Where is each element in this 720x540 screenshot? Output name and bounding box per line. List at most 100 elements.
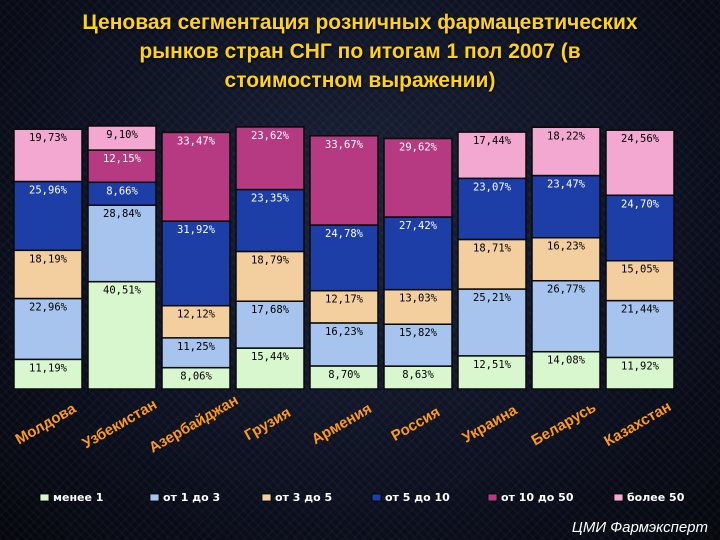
bar-segment-от-3-до-5 [235, 250, 305, 302]
data-label: 19,73% [29, 132, 68, 144]
legend-item: более 50 [613, 491, 685, 504]
legend-item: от 3 до 5 [261, 491, 332, 504]
bar-segment-от-5-до-10 [457, 177, 527, 241]
data-label: 25,96% [29, 185, 68, 197]
data-label: 26,77% [547, 284, 586, 296]
bar-segment-от-1-до-3 [161, 337, 231, 369]
data-label: 27,42% [399, 220, 438, 232]
data-label: 25,21% [473, 292, 512, 304]
legend-swatch [149, 493, 160, 502]
data-label: 18,22% [547, 130, 586, 142]
legend-label: более 50 [627, 491, 685, 504]
data-label: 8,63% [402, 369, 434, 381]
bar-segment-от-1-до-3 [235, 300, 305, 349]
data-label: 14,08% [547, 355, 586, 367]
legend-item: от 1 до 3 [149, 491, 220, 504]
x-tick-label: Грузия [242, 404, 294, 444]
bar-segment-от-3-до-5 [309, 289, 379, 324]
legend-item: менее 1 [39, 491, 103, 504]
bar-segment-от-5-до-10 [161, 220, 231, 307]
bar-segment-от-3-до-5 [161, 304, 231, 339]
bar-segment-от-10-до-50 [235, 126, 305, 191]
data-label: 15,44% [251, 351, 290, 363]
data-label: 23,62% [251, 130, 290, 142]
data-label: 8,06% [180, 371, 212, 383]
data-label: 17,68% [251, 304, 290, 316]
data-label: 22,96% [29, 302, 68, 314]
bar-segment-менее-1 [235, 347, 305, 390]
bar-segment-от-3-до-5 [457, 238, 527, 290]
data-label: 15,82% [399, 327, 438, 339]
bar-segment-от-3-до-5 [13, 249, 83, 300]
bar-segment-от-5-до-10 [605, 194, 675, 262]
data-label: 23,47% [547, 179, 586, 191]
data-label: 16,23% [325, 326, 364, 338]
data-label: 16,23% [547, 241, 586, 253]
bar-segment-более-50 [87, 125, 157, 151]
data-label: 23,07% [473, 181, 512, 193]
bar-segment-более-50 [531, 126, 601, 177]
x-tick-label: Армения [309, 400, 375, 448]
bar-segment-от-10-до-50 [161, 131, 231, 222]
legend-label: от 1 до 3 [163, 491, 220, 504]
data-label: 11,92% [621, 360, 660, 372]
data-label: 12,15% [103, 153, 142, 165]
legend-label: от 3 до 5 [275, 491, 332, 504]
legend-swatch [371, 493, 382, 502]
title-line-3: стоимостном выражении) [224, 69, 496, 92]
data-label: 9,10% [106, 129, 138, 141]
legend-label: от 10 до 50 [501, 491, 574, 504]
bar-segment-от-1-до-3 [383, 323, 453, 367]
source-label: ЦМИ Фармэксперт [571, 519, 708, 536]
bar-segment-от-3-до-5 [383, 288, 453, 325]
bar-segment-менее-1 [605, 356, 675, 390]
legend-swatch [487, 493, 498, 502]
data-label: 29,62% [399, 142, 438, 154]
data-label: 18,79% [251, 254, 290, 266]
data-label: 17,44% [473, 135, 512, 147]
data-label: 11,25% [177, 341, 216, 353]
bar-segment-менее-1 [87, 280, 157, 390]
legend-item: от 5 до 10 [371, 491, 450, 504]
legend-swatch [613, 493, 624, 502]
x-tick-label: Украина [459, 401, 520, 446]
bar-segment-более-50 [605, 129, 675, 197]
bar-segment-менее-1 [457, 355, 527, 390]
data-label: 33,47% [177, 135, 216, 147]
x-tick-label: Казахстан [601, 398, 674, 450]
bar-segment-более-50 [13, 128, 83, 183]
data-label: 23,35% [251, 193, 290, 205]
legend-swatch [39, 493, 50, 502]
data-label: 24,78% [325, 228, 364, 240]
data-label: 15,05% [621, 264, 660, 276]
x-tick-label: Беларусь [529, 399, 599, 449]
bar-segment-от-10-до-50 [383, 137, 453, 218]
data-label: 11,19% [29, 362, 68, 374]
data-label: 31,92% [177, 224, 216, 236]
bar-segment-от-5-до-10 [13, 180, 83, 252]
x-tick-label: Россия [388, 403, 443, 444]
data-label: 18,19% [29, 253, 68, 265]
bar-segment-от-5-до-10 [309, 224, 379, 292]
bar-segment-от-1-до-3 [13, 297, 83, 361]
chart-title: Ценовая сегментация розничных фармацевти… [10, 8, 710, 95]
data-label: 12,17% [325, 294, 364, 306]
bar-segment-от-10-до-50 [87, 149, 157, 184]
data-label: 8,70% [328, 369, 360, 381]
x-tick-label: Молдова [13, 400, 80, 448]
data-label: 12,51% [473, 359, 512, 371]
title-line-1: Ценовая сегментация розничных фармацевти… [82, 11, 638, 34]
bar-segment-от-5-до-10 [383, 216, 453, 291]
bar-segment-более-50 [457, 131, 527, 180]
data-label: 18,71% [473, 242, 512, 254]
legend-item: от 10 до 50 [487, 491, 574, 504]
data-label: 40,51% [103, 285, 142, 297]
data-label: 12,12% [177, 309, 216, 321]
legend-label: от 5 до 10 [385, 491, 450, 504]
bar-segment-от-10-до-50 [309, 135, 379, 226]
data-label: 13,03% [399, 293, 438, 305]
legend-swatch [261, 493, 272, 502]
bar-segment-от-1-до-3 [531, 279, 601, 353]
data-label: 24,70% [621, 198, 660, 210]
